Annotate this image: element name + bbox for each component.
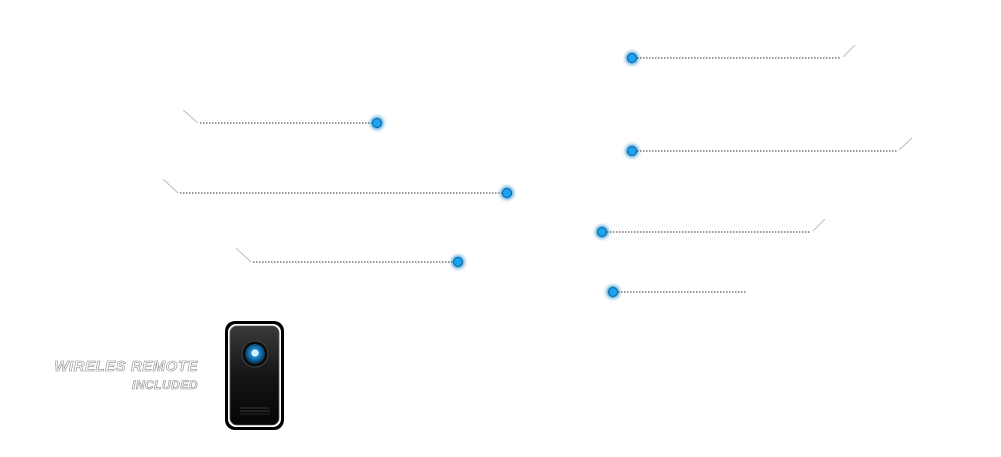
callout-dot [608,287,618,297]
callout-slant [182,109,199,124]
callout-dot [597,227,607,237]
callout-right-3 [597,218,826,237]
callout-right-1 [627,44,856,63]
callout-slant [235,247,252,263]
callout-dot [502,188,512,198]
callout-dot [372,118,382,128]
callout-slant [842,44,856,58]
callout-left-2 [162,178,512,198]
callout-slant [898,137,913,151]
callout-dot [627,146,637,156]
callout-right-2 [627,137,913,156]
callout-slant [812,218,826,232]
callout-dot [627,53,637,63]
remote-caption-subtitle: INCLUDED [132,378,198,393]
callout-right-4 [608,287,747,297]
remote-control-icon [225,321,284,430]
remote-caption-title: WIRELES REMOTE [54,358,198,376]
callout-dot [453,257,463,267]
callout-left-1 [182,109,382,128]
callout-slant [162,178,179,194]
callout-left-3 [235,247,463,267]
